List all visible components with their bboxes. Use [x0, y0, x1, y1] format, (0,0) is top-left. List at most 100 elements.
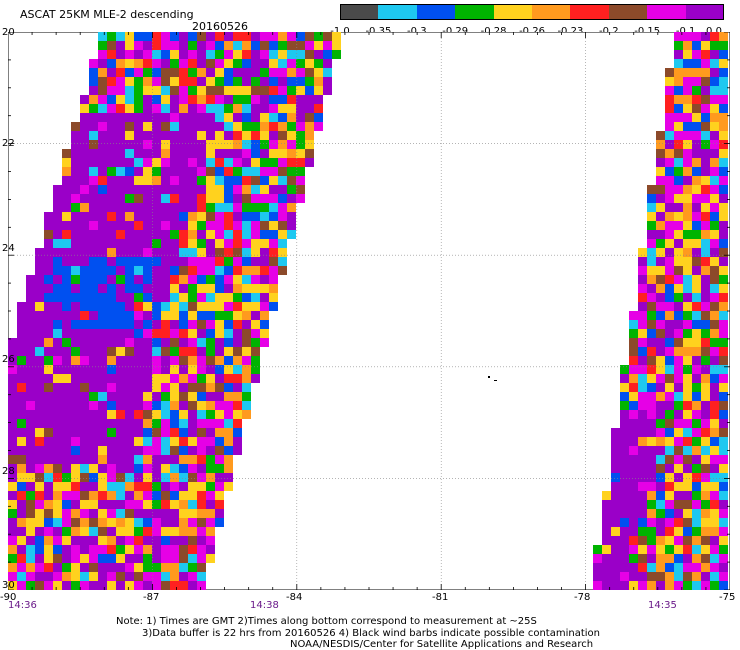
wind-cell — [62, 230, 71, 239]
wind-cell — [197, 158, 206, 167]
wind-cell — [206, 527, 215, 536]
wind-cell — [674, 248, 683, 257]
wind-cell — [170, 446, 179, 455]
wind-cell — [224, 392, 233, 401]
wind-cell — [17, 464, 26, 473]
wind-cell — [71, 464, 80, 473]
wind-cell — [683, 572, 692, 581]
wind-cell — [197, 302, 206, 311]
wind-cell — [638, 446, 647, 455]
wind-cell — [494, 380, 497, 381]
wind-cell — [701, 446, 710, 455]
wind-cell — [53, 500, 62, 509]
wind-cell — [683, 311, 692, 320]
wind-cell — [683, 527, 692, 536]
wind-cell — [125, 212, 134, 221]
time-label-right: 14:35 — [648, 600, 677, 611]
wind-cell — [701, 419, 710, 428]
wind-cell — [98, 185, 107, 194]
wind-cell — [611, 536, 620, 545]
wind-cell — [161, 347, 170, 356]
wind-cell — [215, 374, 224, 383]
wind-cell — [233, 230, 242, 239]
wind-cell — [62, 563, 71, 572]
wind-cell — [719, 338, 728, 347]
wind-cell — [719, 563, 728, 572]
wind-cell — [629, 311, 638, 320]
wind-cell — [134, 149, 143, 158]
wind-cell — [629, 356, 638, 365]
wind-cell — [143, 221, 152, 230]
wind-cell — [80, 149, 89, 158]
wind-cell — [602, 581, 611, 590]
wind-cell — [638, 437, 647, 446]
wind-cell — [71, 509, 80, 518]
wind-cell — [692, 311, 701, 320]
wind-cell — [323, 41, 332, 50]
wind-cell — [251, 320, 260, 329]
wind-cell — [305, 59, 314, 68]
wind-cell — [62, 446, 71, 455]
wind-cell — [179, 374, 188, 383]
wind-cell — [116, 338, 125, 347]
wind-cell — [188, 410, 197, 419]
wind-cell — [98, 41, 107, 50]
wind-cell — [188, 509, 197, 518]
wind-cell — [206, 203, 215, 212]
wind-cell — [224, 149, 233, 158]
wind-cell — [89, 491, 98, 500]
wind-cell — [143, 284, 152, 293]
wind-cell — [125, 347, 134, 356]
wind-cell — [98, 437, 107, 446]
wind-cell — [665, 311, 674, 320]
wind-cell — [710, 437, 719, 446]
wind-cell — [233, 194, 242, 203]
wind-cell — [251, 104, 260, 113]
wind-cell — [629, 320, 638, 329]
wind-cell — [656, 518, 665, 527]
wind-cell — [674, 446, 683, 455]
wind-cell — [125, 176, 134, 185]
wind-cell — [89, 131, 98, 140]
wind-cell — [116, 509, 125, 518]
wind-cell — [161, 230, 170, 239]
wind-cell — [125, 572, 134, 581]
wind-cell — [647, 257, 656, 266]
wind-cell — [71, 338, 80, 347]
wind-cell — [35, 275, 44, 284]
wind-cell — [89, 284, 98, 293]
wind-cell — [134, 275, 143, 284]
wind-cell — [665, 338, 674, 347]
wind-cell — [314, 59, 323, 68]
wind-cell — [242, 356, 251, 365]
wind-cell — [629, 419, 638, 428]
wind-cell — [683, 284, 692, 293]
wind-cell — [53, 194, 62, 203]
wind-cell — [251, 329, 260, 338]
wind-cell — [719, 50, 728, 59]
wind-cell — [179, 536, 188, 545]
wind-cell — [161, 212, 170, 221]
wind-cell — [134, 86, 143, 95]
wind-cell — [611, 554, 620, 563]
wind-cell — [656, 158, 665, 167]
wind-cell — [161, 527, 170, 536]
wind-cell — [665, 185, 674, 194]
wind-cell — [719, 428, 728, 437]
wind-cell — [701, 527, 710, 536]
wind-cell — [206, 401, 215, 410]
wind-cell — [647, 266, 656, 275]
wind-cell — [98, 50, 107, 59]
wind-cell — [683, 383, 692, 392]
wind-cell — [152, 392, 161, 401]
wind-cell — [701, 401, 710, 410]
wind-cell — [278, 149, 287, 158]
wind-cell — [179, 581, 188, 590]
wind-cell — [89, 410, 98, 419]
wind-cell — [179, 356, 188, 365]
wind-cell — [656, 302, 665, 311]
wind-cell — [143, 293, 152, 302]
wind-cell — [206, 311, 215, 320]
wind-cell — [242, 104, 251, 113]
wind-cell — [242, 131, 251, 140]
